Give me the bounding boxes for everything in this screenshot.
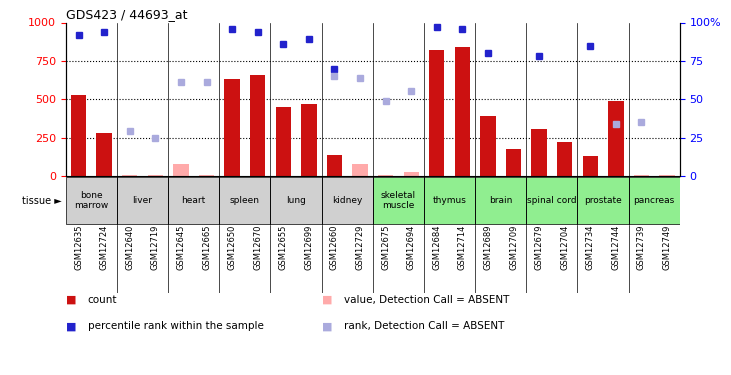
Bar [173, 164, 189, 176]
FancyBboxPatch shape [629, 177, 680, 224]
FancyBboxPatch shape [577, 177, 629, 224]
Bar [404, 172, 419, 176]
Text: GSM12635: GSM12635 [74, 225, 83, 270]
FancyBboxPatch shape [526, 177, 577, 224]
Bar [429, 50, 444, 176]
FancyBboxPatch shape [219, 177, 270, 224]
Text: GSM12699: GSM12699 [304, 225, 314, 270]
Text: bone
marrow: bone marrow [75, 191, 108, 210]
Text: ■: ■ [322, 321, 332, 331]
Text: brain: brain [489, 196, 512, 205]
Bar [583, 156, 598, 176]
FancyBboxPatch shape [117, 177, 168, 224]
Text: count: count [88, 295, 117, 305]
Text: GSM12650: GSM12650 [227, 225, 237, 270]
Bar [71, 95, 86, 176]
FancyBboxPatch shape [66, 177, 117, 224]
FancyBboxPatch shape [168, 177, 219, 224]
Text: ■: ■ [66, 321, 76, 331]
FancyBboxPatch shape [475, 177, 526, 224]
Text: GSM12655: GSM12655 [279, 225, 288, 270]
FancyBboxPatch shape [322, 177, 373, 224]
Bar [276, 107, 291, 176]
Text: GSM12645: GSM12645 [176, 225, 186, 270]
Text: GSM12665: GSM12665 [202, 225, 211, 270]
Text: spinal cord: spinal cord [527, 196, 577, 205]
Text: GSM12679: GSM12679 [534, 225, 544, 270]
Bar [250, 75, 265, 176]
Text: GSM12670: GSM12670 [253, 225, 262, 270]
Bar [327, 155, 342, 176]
Text: GDS423 / 44693_at: GDS423 / 44693_at [66, 8, 187, 21]
Bar [531, 129, 547, 176]
Text: GSM12704: GSM12704 [560, 225, 569, 270]
Text: ■: ■ [66, 295, 76, 305]
Text: GSM12684: GSM12684 [432, 225, 442, 270]
Text: skeletal
muscle: skeletal muscle [381, 191, 416, 210]
Bar [480, 116, 496, 176]
Text: GSM12660: GSM12660 [330, 225, 339, 270]
Text: pancreas: pancreas [634, 196, 675, 205]
Text: GSM12729: GSM12729 [355, 225, 365, 270]
FancyBboxPatch shape [270, 177, 322, 224]
Text: GSM12744: GSM12744 [611, 225, 621, 270]
FancyBboxPatch shape [424, 177, 475, 224]
Bar [557, 142, 572, 176]
Text: liver: liver [132, 196, 153, 205]
Text: kidney: kidney [332, 196, 363, 205]
FancyBboxPatch shape [373, 177, 424, 224]
Bar [608, 101, 624, 176]
Bar [301, 104, 317, 176]
Bar [455, 47, 470, 176]
Text: GSM12689: GSM12689 [483, 225, 493, 270]
Bar [506, 148, 521, 176]
Text: GSM12749: GSM12749 [662, 225, 672, 270]
Text: prostate: prostate [584, 196, 622, 205]
Text: GSM12694: GSM12694 [406, 225, 416, 270]
Text: tissue ►: tissue ► [23, 196, 62, 206]
Text: percentile rank within the sample: percentile rank within the sample [88, 321, 264, 331]
Text: GSM12734: GSM12734 [586, 225, 595, 270]
Text: rank, Detection Call = ABSENT: rank, Detection Call = ABSENT [344, 321, 504, 331]
Text: GSM12714: GSM12714 [458, 225, 467, 270]
Text: GSM12640: GSM12640 [125, 225, 135, 270]
Text: ■: ■ [322, 295, 332, 305]
Bar [96, 133, 112, 176]
Text: thymus: thymus [433, 196, 466, 205]
Text: GSM12739: GSM12739 [637, 225, 646, 270]
Text: GSM12724: GSM12724 [99, 225, 109, 270]
Text: lung: lung [286, 196, 306, 205]
Text: heart: heart [181, 196, 206, 205]
Text: GSM12719: GSM12719 [151, 225, 160, 270]
Bar [352, 164, 368, 176]
Bar [224, 80, 240, 176]
Text: value, Detection Call = ABSENT: value, Detection Call = ABSENT [344, 295, 509, 305]
Text: spleen: spleen [230, 196, 260, 205]
Text: GSM12709: GSM12709 [509, 225, 518, 270]
Text: GSM12675: GSM12675 [381, 225, 390, 270]
